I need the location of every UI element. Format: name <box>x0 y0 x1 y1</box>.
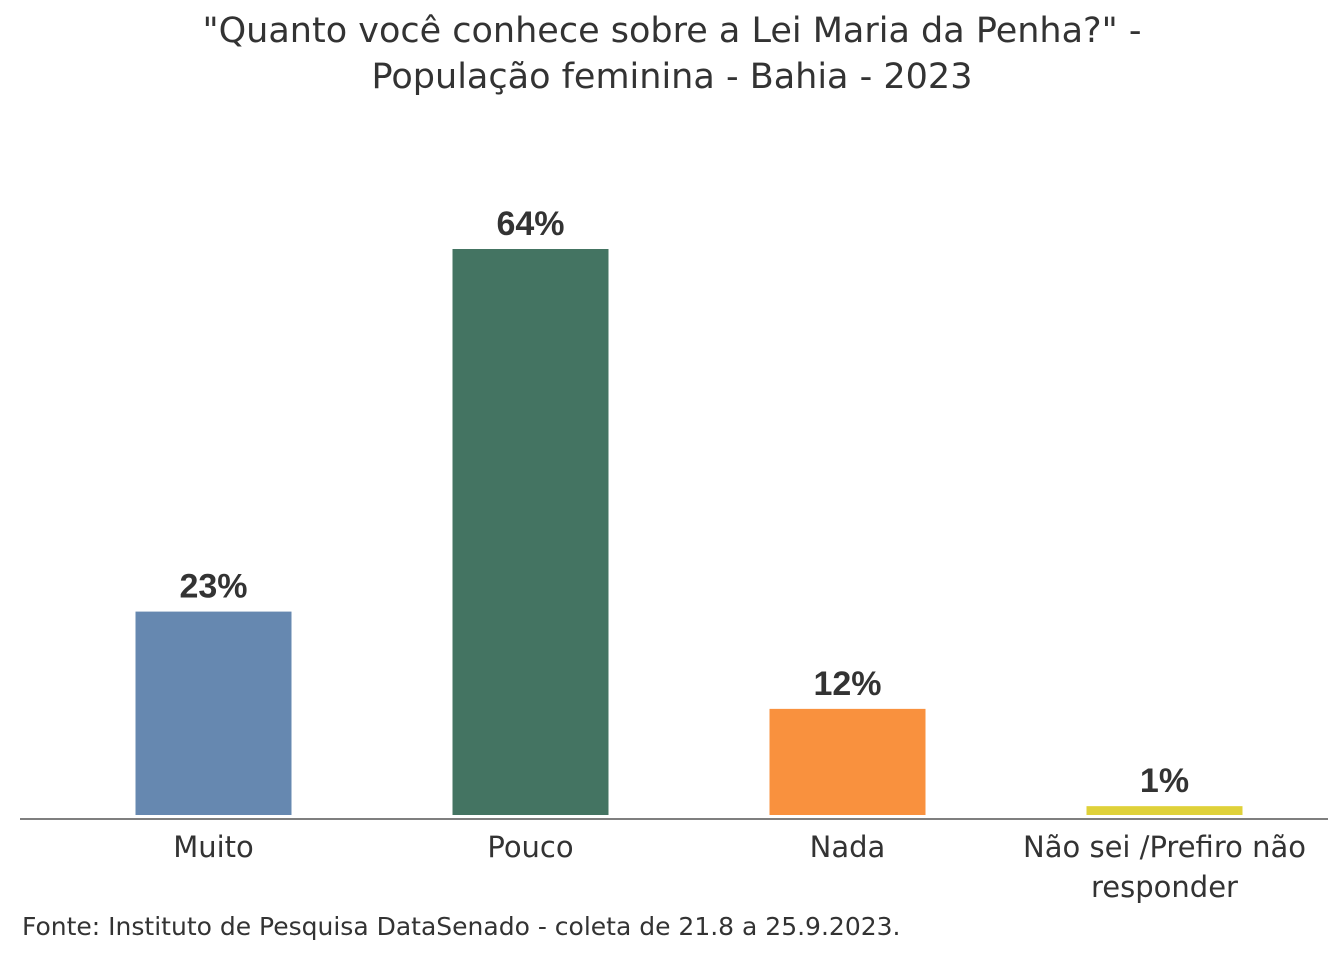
bar-2 <box>769 708 926 815</box>
category-labels-group: Muito Pouco Nada Não sei /Prefiro não respon… <box>173 830 1306 904</box>
category-label-0: Muito <box>173 830 254 864</box>
data-labels-group: 23% 64% 12% 1% <box>179 205 1189 800</box>
bars-group <box>135 249 1243 815</box>
source-note: Fonte: Instituto de Pesquisa DataSenado … <box>22 912 901 941</box>
chart-title-line-2: População feminina - Bahia - 2023 <box>371 57 973 97</box>
category-label-2: Nada <box>810 830 886 864</box>
data-label-1: 64% <box>496 205 564 243</box>
bar-3 <box>1086 806 1243 815</box>
category-label-1: Pouco <box>487 830 573 864</box>
category-label-3-line-1: responder <box>1091 870 1238 904</box>
chart-title-line-1: "Quanto você conhece sobre a Lei Maria d… <box>202 11 1142 51</box>
data-label-0: 23% <box>179 568 247 606</box>
bar-1 <box>452 249 609 815</box>
chart-title: "Quanto você conhece sobre a Lei Maria d… <box>0 8 1344 100</box>
category-label-3-line-0: Não sei /Prefiro não <box>1023 830 1306 864</box>
data-label-2: 12% <box>813 665 881 703</box>
data-label-3: 1% <box>1140 762 1189 800</box>
bar-0 <box>135 611 292 815</box>
